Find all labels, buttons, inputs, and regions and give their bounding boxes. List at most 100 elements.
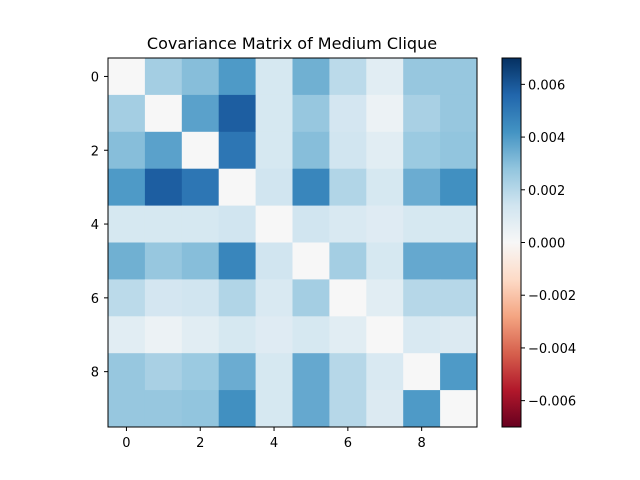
y-axis: 0 2 4 6 8 (91, 70, 108, 381)
heatmap-cell-7-6 (329, 316, 367, 354)
x-tick-label: 0 (122, 436, 130, 451)
heatmap-cell-5-7 (366, 242, 404, 280)
heatmap-cell-8-6 (329, 353, 367, 391)
x-tick-label: 2 (196, 436, 204, 451)
heatmap-cell-0-1 (144, 58, 183, 96)
heatmap-cell-0-2 (181, 58, 220, 96)
heatmap-cell-5-3 (218, 242, 257, 280)
y-tick-label: 0 (91, 70, 99, 85)
heatmap-cell-4-5 (292, 205, 330, 243)
heatmap-cell-7-8 (403, 316, 441, 354)
heatmap-cell-9-4 (255, 390, 293, 428)
heatmap-cell-0-7 (366, 58, 404, 96)
colorbar-tick-label: −0.002 (528, 289, 576, 304)
heatmap-cell-6-7 (366, 279, 404, 317)
heatmap-cell-9-5 (292, 390, 330, 428)
heatmap-cell-2-8 (403, 131, 441, 170)
heatmap-cell-6-1 (144, 279, 183, 317)
heatmap-cell-7-7 (366, 316, 404, 354)
heatmap-cell-7-1 (144, 316, 183, 354)
heatmap-cell-0-9 (440, 58, 478, 96)
heatmap-cell-0-6 (329, 58, 367, 96)
heatmap-cell-4-9 (440, 205, 478, 243)
heatmap-cell-2-6 (329, 131, 367, 170)
heatmap-cell-2-9 (440, 131, 478, 170)
heatmap-cell-7-3 (218, 316, 257, 354)
heatmap-cell-1-1 (144, 94, 183, 133)
heatmap-cell-9-7 (366, 390, 404, 428)
heatmap-cell-2-5 (292, 131, 330, 170)
heatmap-cell-3-7 (366, 168, 404, 207)
heatmap-cell-4-2 (181, 205, 220, 243)
heatmap-cell-2-4 (255, 131, 293, 170)
heatmap-cell-4-4 (255, 205, 293, 243)
heatmap-cell-7-4 (255, 316, 293, 354)
heatmap-cell-5-6 (329, 242, 367, 280)
heatmap-cell-4-8 (403, 205, 441, 243)
heatmap-cell-8-8 (403, 353, 441, 391)
heatmap-cell-8-9 (440, 353, 478, 391)
colorbar-axis: 0.006 0.004 0.002 0.000 −0.002 −0.004 −0.006 (521, 78, 576, 410)
heatmap-cell-2-2 (181, 131, 220, 170)
heatmap-cell-7-0 (108, 316, 146, 354)
heatmap-cell-3-3 (218, 168, 257, 207)
heatmap-cell-4-3 (218, 205, 257, 243)
heatmap-cell-3-2 (181, 168, 220, 207)
colorbar-tick-label: −0.006 (528, 395, 576, 410)
heatmap-cell-8-1 (144, 353, 183, 391)
y-tick-label: 8 (91, 366, 99, 381)
chart-title: Covariance Matrix of Medium Clique (147, 34, 437, 53)
x-tick-label: 6 (344, 436, 352, 451)
heatmap-cell-0-4 (255, 58, 293, 96)
heatmap-cell-6-8 (403, 279, 441, 317)
heatmap-cell-3-6 (329, 168, 367, 207)
heatmap-cell-6-5 (292, 279, 330, 317)
heatmap-cell-8-5 (292, 353, 330, 391)
heatmap-cell-4-7 (366, 205, 404, 243)
heatmap-cell-7-9 (440, 316, 478, 354)
heatmap-cell-5-8 (403, 242, 441, 280)
heatmap-cell-1-8 (403, 94, 441, 133)
heatmap-cell-5-4 (255, 242, 293, 280)
heatmap-cell-3-1 (144, 168, 183, 207)
heatmap-cell-2-7 (366, 131, 404, 170)
heatmap-cell-5-0 (108, 242, 146, 280)
x-tick-label: 8 (418, 436, 426, 451)
heatmap-cell-0-5 (292, 58, 330, 96)
heatmap-cell-5-5 (292, 242, 330, 280)
heatmap-cell-2-1 (144, 131, 183, 170)
colorbar-tick-label: −0.004 (528, 342, 576, 357)
heatmap-cell-7-2 (181, 316, 220, 354)
heatmap-cell-9-9 (440, 390, 478, 428)
x-tick-label: 4 (270, 436, 278, 451)
heatmap-cell-5-1 (144, 242, 183, 280)
heatmap-cell-8-4 (255, 353, 293, 391)
heatmap-cell-9-6 (329, 390, 367, 428)
colorbar (501, 57, 522, 428)
heatmap-cell-3-8 (403, 168, 441, 207)
heatmap-cell-6-9 (440, 279, 478, 317)
heatmap-cell-9-2 (181, 390, 220, 428)
heatmap-cell-6-4 (255, 279, 293, 317)
heatmap-cell-1-7 (366, 94, 404, 133)
heatmap-cell-0-3 (218, 58, 257, 96)
heatmap-cell-9-1 (144, 390, 183, 428)
heatmap-cell-1-5 (292, 94, 330, 133)
heatmap-cell-6-0 (108, 279, 146, 317)
heatmap-cell-2-3 (218, 131, 257, 170)
y-tick-label: 2 (91, 144, 99, 159)
colorbar-tick-label: 0.002 (528, 184, 565, 199)
heatmap-cell-9-3 (218, 390, 257, 428)
heatmap-cell-0-0 (108, 58, 146, 96)
heatmap-cell-1-2 (181, 94, 220, 133)
heatmap-cell-2-0 (108, 131, 146, 170)
heatmap-cell-6-3 (218, 279, 257, 317)
heatmap-cell-3-9 (440, 168, 478, 207)
heatmap-cell-1-6 (329, 94, 367, 133)
y-tick-label: 6 (91, 292, 99, 307)
y-tick-label: 4 (91, 218, 99, 233)
heatmap-cell-9-0 (108, 390, 146, 428)
heatmap-cell-7-5 (292, 316, 330, 354)
heatmap-cell-5-9 (440, 242, 478, 280)
